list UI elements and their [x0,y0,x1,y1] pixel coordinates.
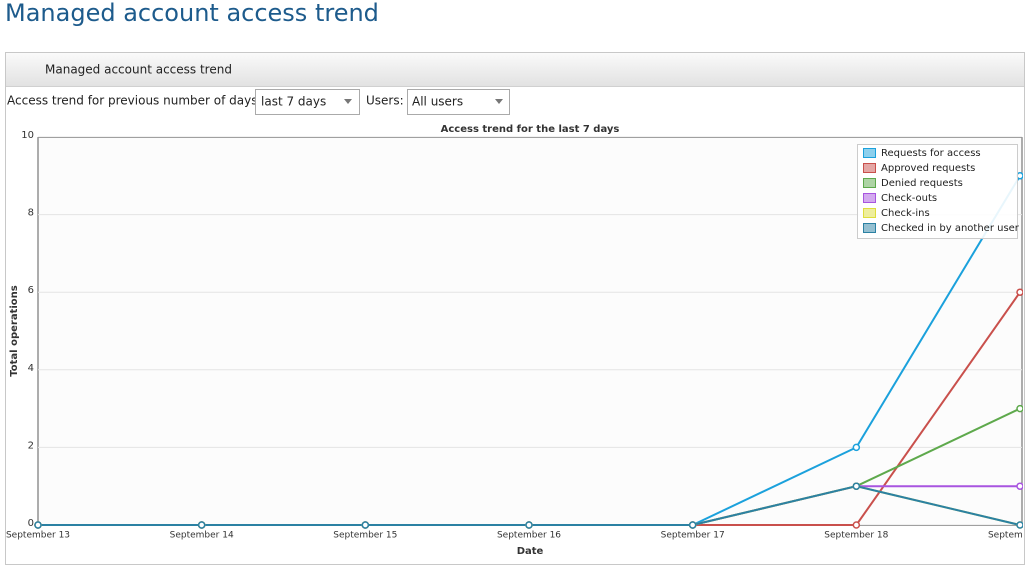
data-point [688,521,697,529]
x-axis-label: Date [517,546,544,557]
page-title: Managed account access trend [5,0,379,27]
legend-label: Denied requests [881,178,963,189]
x-tick-label: September 17 [661,531,725,541]
panel-title: Managed account access trend [45,63,232,77]
legend-swatch [863,163,876,173]
x-tick-label: September 14 [170,531,234,541]
y-tick-label: 4 [28,363,34,374]
x-tick-label: September 16 [497,531,561,541]
panel-header [6,53,1024,86]
select-arrow[interactable] [495,99,503,104]
data-point [1016,521,1023,529]
data-point [525,521,533,529]
lines [34,172,1023,529]
y-axis-label: Total operations [9,285,20,376]
y-tick-label: 0 [28,518,34,529]
legend: Requests for access Approved requests Deni… [857,144,1020,239]
data-point [361,521,370,529]
days-select[interactable]: last 7 days [255,89,360,115]
data-point [34,521,42,529]
y-tick-label: 10 [21,130,34,141]
legend-label: Requests for access [881,148,981,159]
x-tick-label: September 15 [333,531,397,541]
data-point [1016,482,1023,490]
legend-label: Check-outs [881,193,937,204]
x-tick-label: September 13 [6,531,70,541]
y-tick-label: 2 [28,440,34,451]
legend-label: Check-ins [881,208,930,219]
legend-box [857,144,1018,239]
legend-swatch [863,223,876,233]
chart-title: Access trend for the last 7 days [441,124,620,135]
x-tick-label: September 18 [824,531,888,541]
select-box[interactable] [407,89,510,115]
data-point [852,521,861,529]
legend-swatch [863,208,876,218]
select-value[interactable]: All users [412,95,463,109]
select-value[interactable]: last 7 days [261,95,326,109]
legend-swatch [863,193,876,203]
data-point [852,443,861,452]
users-label: Users: [366,94,404,108]
legend-swatch [863,148,876,158]
data-point [1016,404,1023,413]
y-tick-label: 8 [28,208,34,219]
select-box[interactable] [255,89,360,115]
data-point [197,521,206,529]
select-arrow[interactable] [344,99,352,104]
data-point [1016,288,1023,296]
x-tick-label: September 19 [988,531,1033,541]
legend-label: Checked in by another user [881,223,1020,234]
x-labels: September 13 September 14 September 15 Sept… [6,531,1033,541]
y-tick-label: 6 [28,285,34,296]
days-label: Access trend for previous number of days… [7,94,262,108]
users-select[interactable]: All users [407,89,510,115]
legend-swatch [863,178,876,188]
data-point [852,482,861,490]
legend-label: Approved requests [881,163,975,174]
